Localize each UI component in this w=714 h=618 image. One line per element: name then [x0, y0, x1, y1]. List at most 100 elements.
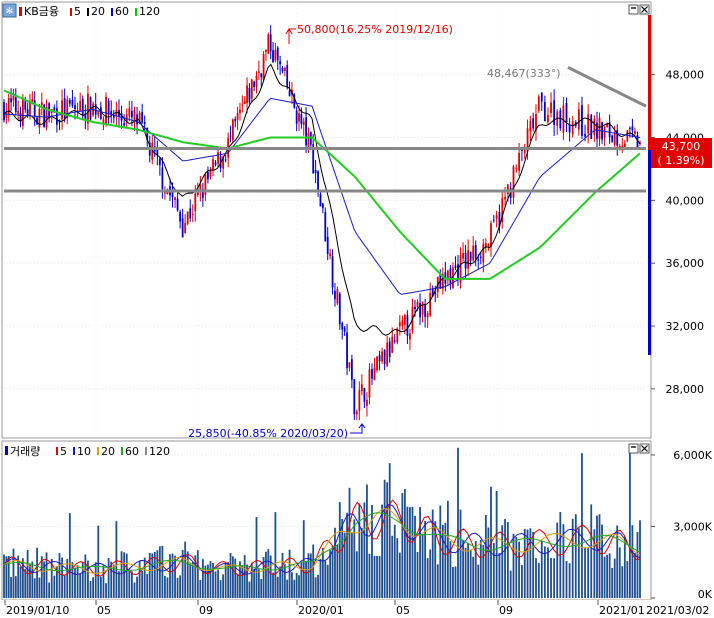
snowflake-icon[interactable] — [2, 3, 17, 18]
candle-body — [424, 304, 427, 317]
candle-body — [253, 81, 256, 87]
candle-body — [319, 194, 322, 207]
candle-body — [577, 109, 580, 130]
volume-bar — [467, 543, 470, 598]
volume-bar — [336, 544, 339, 598]
volume-bar — [12, 548, 15, 598]
low-annotation-leader — [350, 424, 363, 434]
volume-bar — [189, 563, 192, 598]
candle-body — [490, 223, 492, 248]
volume-bar — [334, 527, 336, 598]
candle-body — [288, 90, 291, 97]
legend-chip-120 — [135, 8, 137, 16]
volume-bar — [341, 519, 344, 598]
candle-body — [255, 75, 258, 87]
scale-up-bar — [648, 15, 651, 150]
volume-bar — [115, 521, 118, 598]
candle-body — [123, 123, 126, 126]
volume-bar — [222, 574, 225, 598]
volume-bar — [366, 484, 368, 598]
volume-bar — [439, 505, 442, 598]
volume-bar — [236, 573, 239, 598]
volume-legend-label-10: 10 — [77, 445, 91, 458]
maximize-icon[interactable] — [628, 4, 639, 15]
candle-body — [482, 243, 485, 263]
candle-body — [421, 301, 424, 315]
candle-body — [281, 67, 284, 72]
volume-bar — [286, 579, 289, 598]
volume-bar — [616, 525, 619, 598]
candle-body — [189, 208, 192, 219]
price-plot-area — [1, 1, 652, 439]
volume-bar — [209, 561, 212, 598]
candle-body — [565, 102, 568, 122]
price-panel-controls — [628, 4, 650, 15]
candle-body — [105, 96, 107, 124]
candle-body — [634, 130, 636, 134]
candle-body — [515, 167, 518, 169]
candle-body — [269, 34, 272, 52]
candle-body — [229, 135, 232, 137]
candle-body — [283, 68, 286, 72]
volume-bar — [48, 582, 51, 598]
candle-body — [317, 171, 319, 193]
candle-body — [321, 203, 324, 209]
volume-bar — [613, 558, 616, 598]
volume-bar — [424, 520, 427, 598]
candle-body — [76, 110, 79, 113]
candle-body — [234, 119, 237, 122]
candle-body — [484, 243, 487, 248]
volume-bar — [138, 560, 141, 598]
volume-maximize-icon[interactable] — [628, 443, 639, 454]
candle-body — [224, 159, 227, 161]
candle-body — [158, 158, 161, 166]
x-tick-label: 05 — [396, 604, 410, 617]
candle-body — [537, 96, 540, 111]
candle-body — [7, 98, 10, 114]
candle-body — [388, 341, 391, 357]
candle-body — [19, 112, 22, 122]
volume-bar — [92, 577, 95, 598]
volume-bar — [107, 558, 110, 598]
volume-bar — [441, 524, 444, 598]
legend-chip-5 — [70, 8, 72, 16]
volume-bar — [112, 564, 115, 598]
maximize-icon-bar — [631, 7, 636, 9]
candle-body — [58, 120, 61, 123]
candle-body — [10, 98, 12, 103]
volume-bar — [128, 569, 131, 598]
volume-bar — [279, 566, 282, 598]
volume-bar — [378, 556, 381, 598]
candle-body — [40, 102, 43, 106]
candle-body — [593, 118, 596, 135]
candle-body — [467, 250, 470, 269]
candle-body — [376, 356, 378, 371]
volume-bar — [540, 540, 543, 598]
candle-body — [431, 288, 434, 297]
volume-bar — [628, 451, 631, 598]
volume-bar — [17, 555, 20, 598]
volume-bar — [84, 554, 87, 598]
volume-bar — [464, 547, 467, 598]
volume-bar — [219, 580, 222, 598]
volume-bar — [521, 565, 523, 598]
candle-body — [562, 105, 565, 133]
volume-close-icon-cross — [641, 445, 648, 452]
volume-bar — [429, 549, 432, 598]
volume-bar — [174, 555, 176, 598]
candle-body — [265, 49, 267, 52]
candle-body — [209, 170, 212, 177]
volume-bar — [133, 582, 136, 598]
volume-bar — [217, 569, 219, 598]
candle-body — [112, 115, 115, 118]
legend-color-chip — [19, 7, 22, 16]
volume-bar — [414, 515, 416, 598]
candle-body — [89, 97, 92, 120]
volume-bar — [568, 563, 571, 598]
volume-bar — [550, 557, 552, 598]
volume-bar — [212, 562, 214, 598]
candle-body — [547, 115, 549, 122]
volume-bar — [623, 536, 626, 598]
volume-bar — [248, 581, 251, 598]
volume-bar — [504, 519, 506, 598]
